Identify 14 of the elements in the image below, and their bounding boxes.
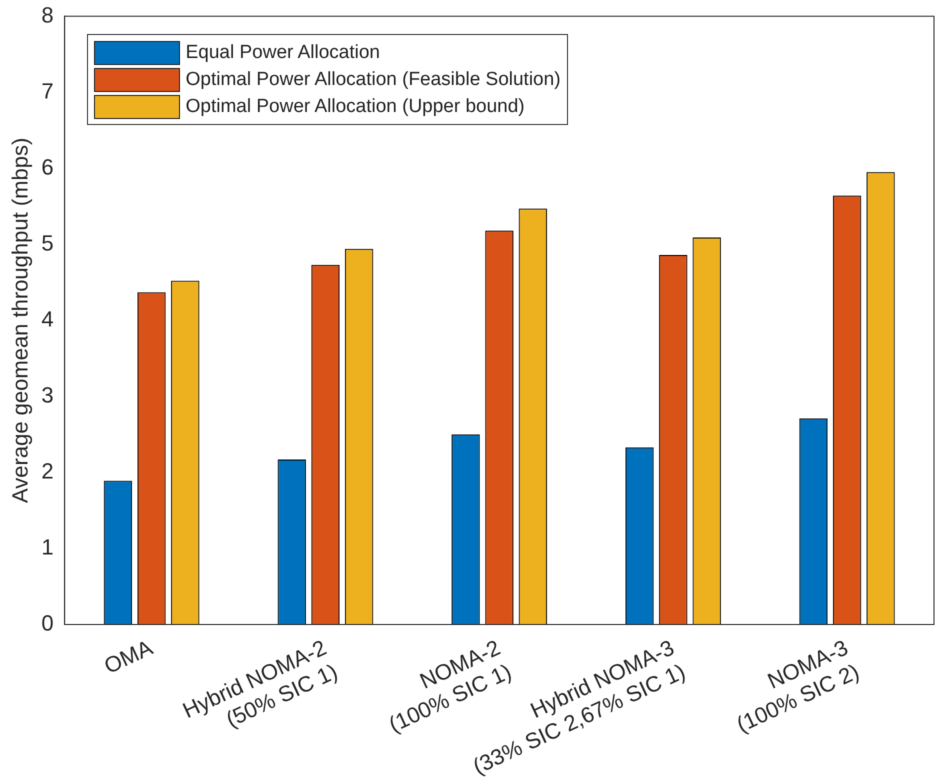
legend-label: Equal Power Allocation: [184, 40, 381, 65]
x-tick-label: OMA: [100, 634, 157, 679]
y-tick-label: 3: [41, 382, 54, 408]
y-tick-label: 6: [41, 154, 54, 180]
legend-label: Optimal Power Allocation (Upper bound): [184, 94, 526, 119]
y-tick-label: 5: [41, 230, 54, 256]
legend-label: Optimal Power Allocation (Feasible Solution): [184, 68, 561, 92]
y-tick-label: 0: [41, 610, 54, 636]
y-tick-label: 8: [41, 2, 54, 28]
y-tick-label: 4: [41, 306, 54, 332]
y-tick-label: 2: [41, 458, 54, 484]
y-tick-label: 7: [41, 78, 54, 104]
y-tick-label: 1: [41, 534, 54, 560]
y-axis-title: Average geomean throughput (mbps): [7, 138, 32, 503]
